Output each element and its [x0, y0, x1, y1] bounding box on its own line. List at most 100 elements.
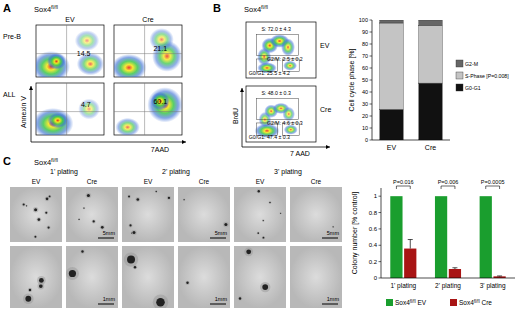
- density-blob: [47, 53, 66, 70]
- colony-halo: [36, 217, 41, 222]
- colony-halo: [262, 236, 265, 239]
- quadrant-line: [114, 53, 182, 54]
- colony: [39, 278, 44, 283]
- error-bar: [497, 275, 502, 276]
- arrow-head: [182, 140, 186, 144]
- colony-halo: [269, 201, 272, 204]
- colony-halo: [155, 190, 157, 192]
- colony-halo: [257, 189, 261, 193]
- y-tick: [379, 196, 382, 197]
- tick-label: 20: [362, 113, 368, 119]
- colony: [127, 256, 135, 264]
- tick-label: 0.6: [369, 226, 378, 232]
- colony: [239, 297, 241, 299]
- scale-bar: [98, 304, 114, 305]
- density-blob: [78, 99, 100, 120]
- annotation: P=0.0005: [481, 179, 505, 185]
- density-blob: [36, 108, 73, 135]
- legend-swatch: [450, 299, 457, 306]
- plating-label: 2' plating: [162, 168, 190, 176]
- gate: [257, 34, 299, 55]
- colony: [26, 205, 27, 206]
- density: [115, 87, 182, 135]
- condition-label: EV: [32, 178, 41, 185]
- text-part: Cre: [480, 299, 493, 306]
- micrograph: [178, 187, 230, 242]
- colony-halo: [86, 193, 92, 199]
- colonies: [238, 247, 271, 300]
- tick-label: 50: [362, 77, 368, 83]
- colony-halo: [22, 203, 26, 207]
- arrow-head: [29, 86, 33, 90]
- gate-label: G2/M: 2.5 ± 0.2: [267, 56, 303, 62]
- tick-label: 100: [359, 17, 368, 23]
- axis-arrow: [31, 142, 186, 143]
- annotation: P=0.016: [393, 179, 414, 185]
- colony-halo: [131, 230, 136, 235]
- colony: [280, 213, 281, 214]
- colony-halo: [33, 207, 38, 212]
- colony: [269, 202, 271, 204]
- density-blob: [152, 41, 182, 72]
- colony: [34, 208, 37, 211]
- density-blob: [115, 118, 139, 135]
- legend-label: S-Phase [P=0.008]: [465, 73, 509, 79]
- colonies: [66, 249, 85, 280]
- colony-halo: [332, 226, 334, 228]
- colony-halo: [45, 196, 50, 201]
- colony: [128, 196, 130, 198]
- colony-halo: [92, 219, 96, 223]
- y-tick: [370, 68, 373, 69]
- colony: [38, 218, 41, 221]
- colony-halo: [262, 219, 264, 221]
- axis-arrow: [31, 86, 32, 142]
- colony: [133, 231, 136, 234]
- colonies: [257, 189, 282, 239]
- y-tick: [379, 228, 382, 229]
- x-axis: [381, 278, 515, 279]
- y-tick: [370, 20, 373, 21]
- colony: [87, 194, 90, 197]
- colonies: [23, 276, 46, 304]
- colony-halo: [23, 293, 34, 304]
- colony-halo: [260, 282, 270, 292]
- micrograph: [10, 246, 62, 308]
- category-label: 3' plating: [480, 282, 506, 290]
- plot-frame: [246, 22, 316, 78]
- colonies: [127, 190, 171, 235]
- panel-title: Sox4fl/fl: [34, 157, 58, 167]
- plating-label: 3' plating: [274, 168, 302, 176]
- scale-bar: [210, 238, 226, 239]
- colony: [258, 190, 260, 192]
- colony-halo: [244, 247, 253, 256]
- panel-letter: C: [3, 155, 11, 167]
- colony-halo: [238, 296, 242, 300]
- y-tick: [379, 261, 382, 262]
- scale-label: 1mm: [215, 296, 228, 302]
- axis-label: 7AAD: [151, 146, 169, 153]
- error-bar: [452, 268, 457, 269]
- micrograph: [10, 187, 62, 242]
- bar: [435, 196, 447, 278]
- y-tick: [370, 128, 373, 129]
- micrograph: [66, 246, 118, 308]
- density-blob: [281, 38, 295, 56]
- tick-label: 10: [362, 125, 368, 131]
- axis-arrow: [242, 147, 330, 148]
- text-part: Sox4: [34, 158, 51, 167]
- density-blob: [282, 107, 295, 122]
- page: html,body{margin:0;padding:0;background:…: [0, 0, 520, 320]
- quadrant-line: [114, 111, 182, 112]
- scale-label: 1mm: [103, 296, 116, 302]
- density: [36, 30, 104, 77]
- tick-label: 60: [362, 65, 368, 71]
- tick-label: 70: [362, 53, 368, 59]
- tick-label: 0.2: [369, 259, 378, 265]
- micrograph: [234, 187, 286, 242]
- significance-bracket: [396, 186, 410, 189]
- colony-halo: [167, 196, 171, 200]
- percentage: 4.7: [81, 101, 91, 108]
- panel-title: Sox4fl/fl: [244, 4, 268, 14]
- colony: [25, 296, 31, 302]
- colony: [156, 191, 157, 192]
